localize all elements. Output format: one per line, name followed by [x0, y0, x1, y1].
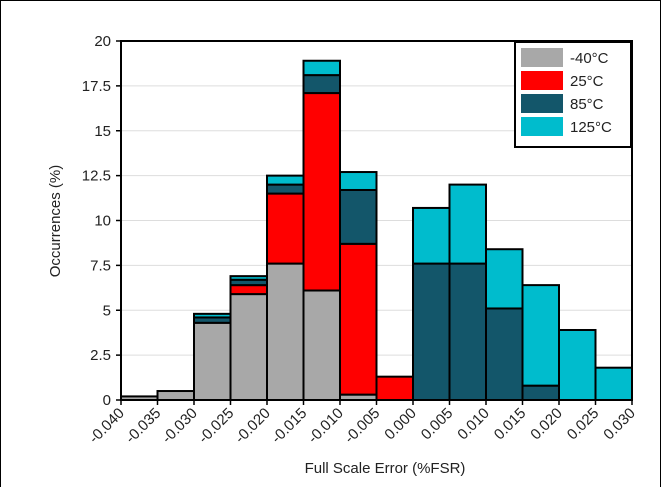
y-tick-label: 0 [103, 392, 111, 409]
x-tick-label: 0.010 [454, 405, 493, 444]
x-tick-label: -0.025 [195, 405, 237, 447]
bar-segment [229, 275, 268, 281]
y-tick-label: 12.5 [82, 168, 111, 185]
legend-swatch [521, 94, 563, 113]
bar-segment [448, 183, 487, 265]
x-tick-label: -0.040 [86, 405, 128, 447]
bar-segment [302, 92, 341, 292]
x-tick-label: -0.020 [232, 405, 274, 447]
bar-segment [594, 366, 633, 402]
bar-segment [485, 248, 524, 310]
legend-swatch [521, 117, 563, 136]
bar-segment [193, 321, 232, 401]
x-axis-label: Full Scale Error (%FSR) [305, 460, 466, 477]
legend-swatch [521, 48, 563, 67]
y-tick-label: 7.5 [90, 257, 111, 274]
x-tick-label: -0.010 [305, 405, 347, 447]
y-tick-label: 2.5 [90, 347, 111, 364]
legend-label: 85°C [570, 96, 604, 113]
bars-group [120, 59, 633, 402]
bar-segment [485, 307, 524, 401]
bar-segment [302, 289, 341, 402]
bar-segment [558, 328, 597, 401]
bar-segment [266, 174, 305, 186]
bar-segment [521, 384, 560, 402]
x-tick-label: 0.030 [600, 405, 639, 444]
bar-segment [521, 284, 560, 387]
bar-segment [266, 192, 305, 265]
bar-segment [229, 284, 268, 296]
legend-label: 125°C [570, 119, 612, 136]
y-axis-ticks: 0 2.5 5 7.5 10 12.5 15 17.5 20 [82, 33, 121, 409]
x-tick-label: 0.015 [491, 405, 530, 444]
legend-label: 25°C [570, 73, 604, 90]
bar-segment [412, 262, 451, 401]
legend-label: -40°C [570, 50, 609, 67]
x-tick-label: -0.030 [159, 405, 201, 447]
bar-segment [339, 188, 378, 245]
y-tick-label: 20 [94, 33, 111, 50]
x-tick-label: -0.015 [268, 405, 310, 447]
bar-segment [339, 242, 378, 396]
y-tick-label: 5 [103, 302, 111, 319]
bar-segment [375, 375, 414, 402]
x-tick-label: -0.035 [122, 405, 164, 447]
bar-segment [302, 59, 341, 77]
x-tick-label: 0.005 [418, 405, 457, 444]
y-tick-label: 17.5 [82, 78, 111, 95]
x-tick-label: 0.020 [527, 405, 566, 444]
legend-swatch [521, 71, 563, 90]
x-tick-label: 0.000 [381, 405, 420, 444]
bar-segment [448, 262, 487, 401]
x-axis-ticks: -0.040-0.035-0.030-0.025-0.020-0.015-0.0… [86, 400, 639, 447]
bar-segment [266, 183, 305, 195]
bar-segment [156, 390, 195, 401]
bar-segment [412, 206, 451, 265]
bar-segment [339, 171, 378, 191]
bar-segment [229, 293, 268, 401]
x-tick-label: -0.005 [341, 405, 383, 447]
y-axis-label: Occurrences (%) [47, 165, 64, 278]
bar-segment [193, 312, 232, 319]
x-tick-label: 0.025 [564, 405, 603, 444]
bar-segment [266, 262, 305, 401]
y-tick-label: 10 [94, 213, 111, 230]
legend: -40°C 25°C 85°C 125°C [514, 41, 632, 148]
y-tick-label: 15 [94, 123, 111, 140]
bar-segment [302, 74, 341, 95]
